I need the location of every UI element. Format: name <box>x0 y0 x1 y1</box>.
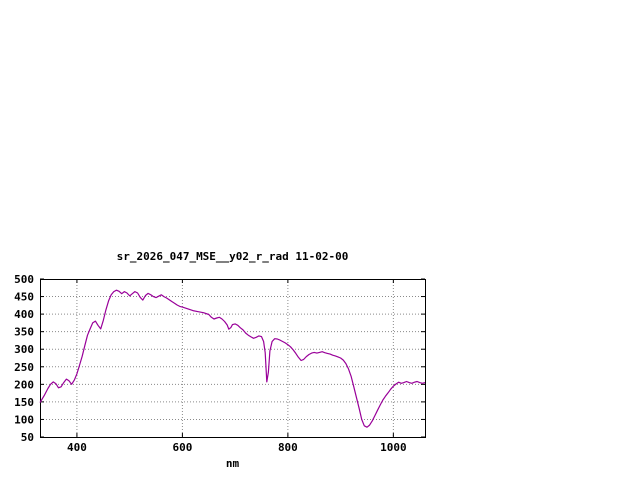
x-tick-label: 1000 <box>380 441 407 454</box>
plot-border <box>40 279 426 438</box>
y-tick-label: 200 <box>14 378 34 391</box>
chart-title: sr_2026_047_MSE__y02_r_rad 11-02-00 <box>116 250 349 263</box>
y-tick-label: 450 <box>14 291 34 304</box>
y-tick-label: 400 <box>14 308 34 321</box>
x-tick-label: 800 <box>278 441 298 454</box>
y-tick-label: 250 <box>14 361 34 374</box>
y-tick-label: 300 <box>14 343 34 356</box>
y-tick-label: 100 <box>14 413 34 426</box>
y-tick-label: 350 <box>14 326 34 339</box>
x-axis-label: nm <box>225 457 240 470</box>
y-tick-label: 500 <box>14 273 34 286</box>
x-tick-label: 400 <box>67 441 87 454</box>
y-tick-label: 50 <box>21 431 34 444</box>
x-tick-label: 600 <box>172 441 192 454</box>
spectral-radiance-line <box>39 289 426 428</box>
y-tick-label: 150 <box>14 396 34 409</box>
